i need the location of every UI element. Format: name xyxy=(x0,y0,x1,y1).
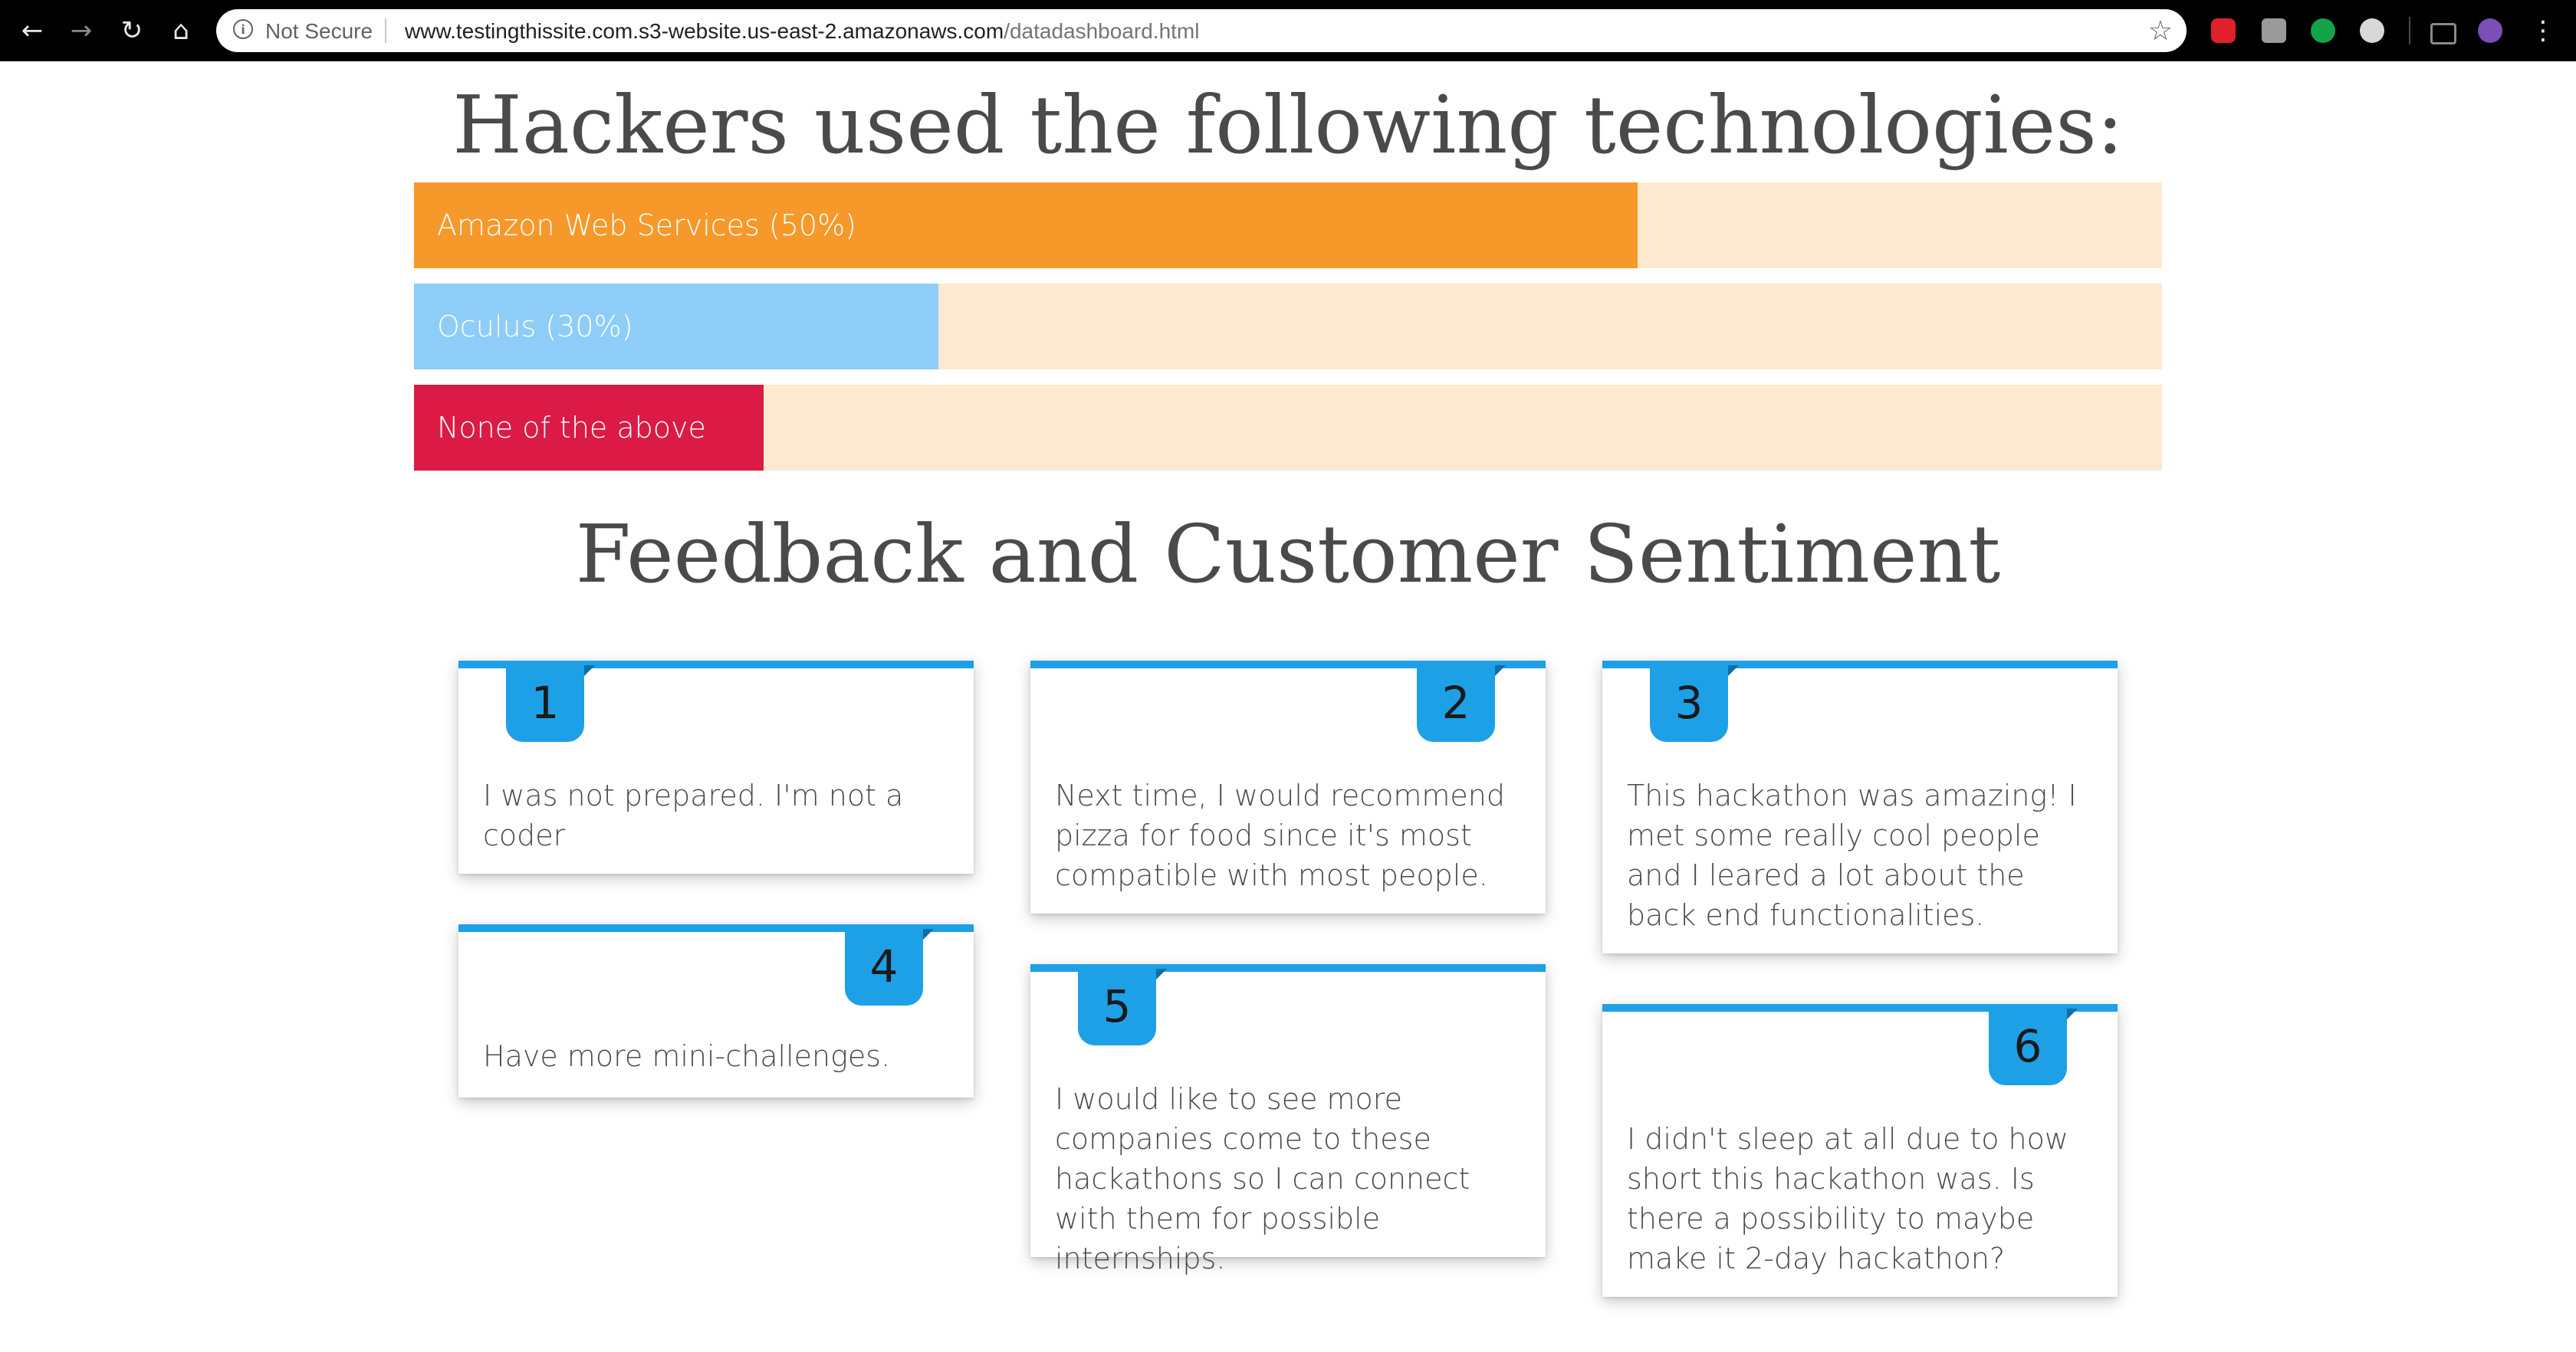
card-text: Have more mini-challenges. xyxy=(483,1039,891,1073)
toolbar-divider xyxy=(2409,17,2410,44)
extension-gray-icon[interactable] xyxy=(2262,18,2286,43)
cast-icon[interactable] xyxy=(2430,23,2456,44)
bar-fill xyxy=(414,284,938,369)
bar-label: Amazon Web Services (50%) xyxy=(437,208,857,242)
feedback-card: 4 Have more mini-challenges. xyxy=(458,924,974,1098)
card-text: I was not prepared. I'm not a coder xyxy=(483,779,904,852)
feedback-card: 1 I was not prepared. I'm not a coder xyxy=(458,661,974,874)
card-number-badge: 3 xyxy=(1650,665,1728,742)
address-bar[interactable]: i Not Secure www.testingthissite.com.s3-… xyxy=(216,9,2187,52)
feedback-title: Feedback and Customer Sentiment xyxy=(575,507,2001,601)
technology-bar-none: None of the above xyxy=(414,385,2162,471)
forward-arrow-icon[interactable]: → xyxy=(70,15,93,46)
url-host: www.testingthissite.com.s3-website.us-ea… xyxy=(405,19,1004,43)
card-number-badge: 1 xyxy=(506,665,584,742)
card-number-badge: 6 xyxy=(1989,1009,2067,1085)
feedback-card: 5 I would like to see more companies com… xyxy=(1030,964,1546,1275)
extension-red-icon[interactable] xyxy=(2211,18,2236,43)
technology-bar-oculus: Oculus (30%) xyxy=(414,284,2162,369)
feedback-card: 6 I didn't sleep at all due to how short… xyxy=(1602,1004,2118,1297)
extension-circle-icon[interactable] xyxy=(2360,18,2384,43)
card-number-badge: 4 xyxy=(845,929,923,1006)
feedback-card: 2 Next time, I would recommend pizza for… xyxy=(1030,661,1546,914)
home-icon[interactable]: ⌂ xyxy=(172,15,189,46)
info-icon[interactable]: i xyxy=(233,19,253,39)
url-path: /datadashboard.html xyxy=(1004,19,1200,43)
back-arrow-icon[interactable]: ← xyxy=(21,15,44,46)
url-text[interactable]: www.testingthissite.com.s3-website.us-ea… xyxy=(405,19,1199,44)
more-menu-icon[interactable]: ⋮ xyxy=(2530,15,2556,46)
bar-fill xyxy=(414,182,1638,268)
card-text: Next time, I would recommend pizza for f… xyxy=(1055,779,1505,892)
card-text: I would like to see more companies come … xyxy=(1055,1082,1470,1275)
technologies-title: Hackers used the following technologies: xyxy=(452,78,2124,172)
bookmark-star-icon[interactable]: ☆ xyxy=(2147,15,2173,46)
technology-bar-aws: Amazon Web Services (50%) xyxy=(414,182,2162,268)
card-text: This hackathon was amazing! I met some r… xyxy=(1627,779,2077,932)
card-text: I didn't sleep at all due to how short t… xyxy=(1627,1122,2068,1275)
bar-label: None of the above xyxy=(437,411,706,445)
grammarly-icon[interactable] xyxy=(2311,18,2335,43)
bar-label: Oculus (30%) xyxy=(437,310,633,343)
profile-avatar[interactable] xyxy=(2478,18,2502,43)
reload-icon[interactable]: ↻ xyxy=(120,15,143,46)
security-label[interactable]: Not Secure xyxy=(265,19,373,43)
address-separator xyxy=(385,18,386,43)
card-number-badge: 2 xyxy=(1417,665,1495,742)
feedback-card: 3 This hackathon was amazing! I met some… xyxy=(1602,661,2118,953)
bar-fill xyxy=(414,385,764,471)
browser-toolbar: ← → ↻ ⌂ i Not Secure www.testingthissite… xyxy=(0,0,2576,61)
card-number-badge: 5 xyxy=(1078,969,1156,1045)
